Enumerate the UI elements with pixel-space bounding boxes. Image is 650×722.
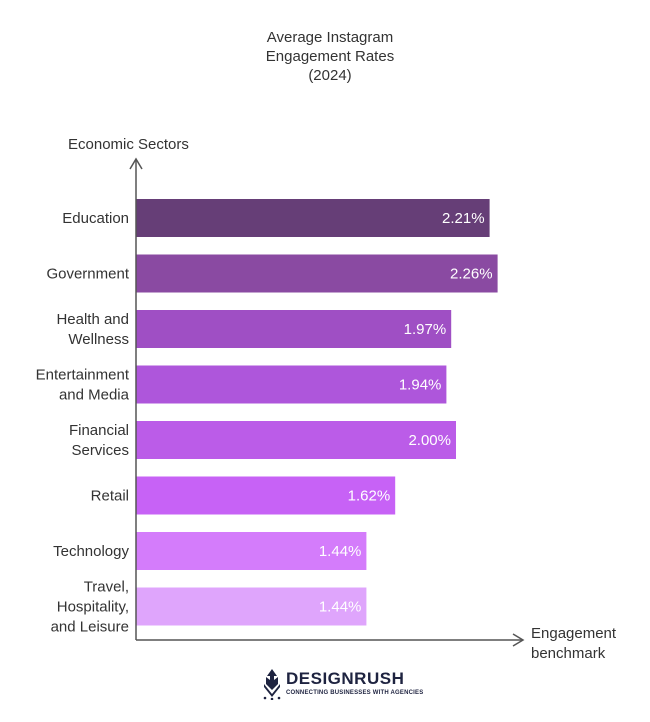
bar-5 [136,476,396,515]
chart-title: Average Instagram Engagement Rates (2024… [205,28,455,85]
bar-2 [136,310,452,348]
category-label-7-line-2: and Leisure [51,619,129,636]
logo-name: DESIGNRUSH [286,669,405,688]
bars-group [136,199,498,626]
bar-7 [136,587,367,626]
x-axis-title-line-1: Engagement [531,625,617,642]
category-label-6: Technology [53,543,129,560]
category-label-5-line-0: Retail [91,488,129,505]
logo-tagline: CONNECTING BUSINESSES WITH AGENCIES [286,690,424,696]
bar-value-label-5: 1.62% [348,488,391,505]
chart-title-line-2: Engagement Rates [265,48,395,65]
category-label-7-line-1: Hospitality, [57,599,129,616]
category-label-2-line-0: Health and [56,311,129,328]
category-label-1: Government [46,266,129,283]
category-label-2-line-1: Wellness [68,331,129,348]
designrush-logo-icon [263,669,281,700]
y-axis-title: Economic Sectors [68,136,189,153]
x-axis-arrow-icon [512,633,525,647]
category-label-7: Travel, Hospitality, and Leisure [51,579,129,636]
bar-4 [136,421,456,459]
category-label-2: Health and Wellness [56,311,129,348]
category-label-4: Financial Services [69,422,129,459]
bar-value-label-4: 2.00% [408,432,451,449]
bar-value-label-6: 1.44% [319,543,362,560]
bar-value-label-1: 2.26% [450,266,493,283]
category-label-1-line-0: Government [46,266,129,283]
y-axis-arrow-icon [129,157,143,170]
category-label-7-line-0: Travel, [84,579,129,596]
chart-title-line-3: (2024) [308,67,352,84]
bar-3 [136,365,447,404]
designrush-logo: DESIGNRUSH CONNECTING BUSINESSES WITH AG… [262,668,424,702]
bar-0 [136,199,490,237]
category-label-0: Education [62,210,129,227]
bar-value-label-2: 1.97% [404,321,447,338]
category-label-6-line-0: Technology [53,543,129,560]
category-label-5: Retail [91,488,129,505]
category-label-3-line-1: and Media [59,387,130,404]
bar-value-label-7: 1.44% [319,599,362,616]
category-label-3: Entertainment and Media [36,367,130,404]
x-axis-title-line-2: benchmark [531,645,606,662]
bar-value-label-0: 2.21% [442,210,485,227]
category-label-4-line-1: Services [71,442,129,459]
value-labels-group: 2.21% 2.26% 1.97% 1.94% 2.00% 1.62% 1.44% 1.44% [319,210,493,616]
category-label-4-line-0: Financial [69,422,129,439]
category-label-0-line-0: Education [62,210,129,227]
bar-1 [136,254,498,293]
chart-title-line-1: Average Instagram [266,29,394,46]
bar-6 [136,532,367,570]
category-labels-group: Education Government Health and Wellness Ent… [36,210,130,636]
bar-value-label-3: 1.94% [399,377,442,394]
category-label-3-line-0: Entertainment [36,367,130,384]
